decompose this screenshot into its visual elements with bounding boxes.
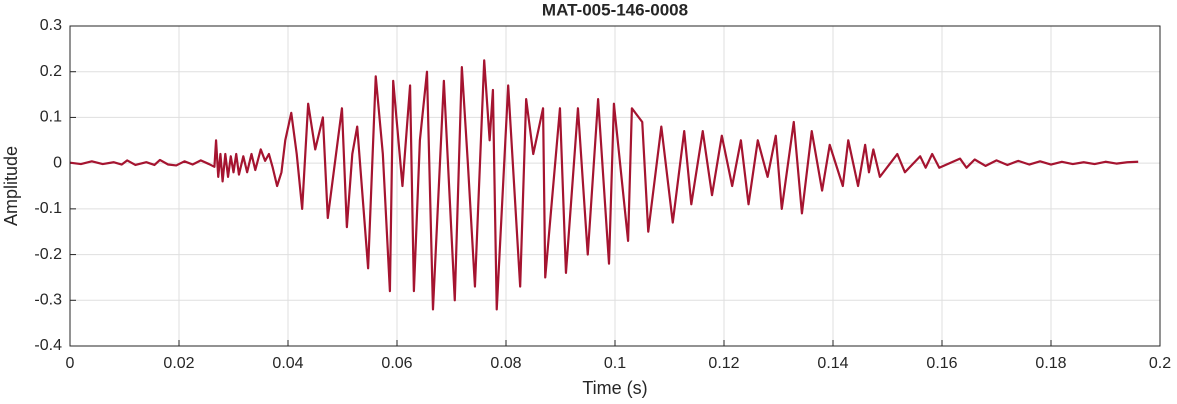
x-tick-label: 0.12 <box>708 355 739 372</box>
y-tick-label: 0 <box>53 154 62 171</box>
y-tick-label: 0.2 <box>40 63 62 80</box>
y-tick-label: -0.3 <box>34 292 62 309</box>
x-tick-label: 0 <box>66 355 75 372</box>
y-axis-label: Amplitude <box>1 146 21 226</box>
x-tick-label: 0.18 <box>1035 355 1066 372</box>
plot-frame <box>69 25 1161 347</box>
x-axis-label: Time (s) <box>582 378 647 398</box>
x-tick-label: 0.2 <box>1149 355 1171 372</box>
x-tick-label: 0.1 <box>604 355 626 372</box>
data-line <box>69 59 1139 311</box>
y-tick-label: -0.1 <box>34 200 62 217</box>
y-tick-label: -0.4 <box>34 337 62 354</box>
x-tick-label: 0.16 <box>926 355 957 372</box>
y-tick-label: 0.1 <box>40 109 62 126</box>
x-tick-label: 0.14 <box>817 355 848 372</box>
chart-title: MAT-005-146-0008 <box>542 0 688 19</box>
y-tick-label: -0.2 <box>34 246 62 263</box>
x-tick-label: 0.06 <box>381 355 412 372</box>
y-tick-label: 0.3 <box>40 17 62 34</box>
x-tick-label: 0.04 <box>272 355 303 372</box>
x-tick-label: 0.08 <box>490 355 521 372</box>
x-tick-label: 0.02 <box>163 355 194 372</box>
